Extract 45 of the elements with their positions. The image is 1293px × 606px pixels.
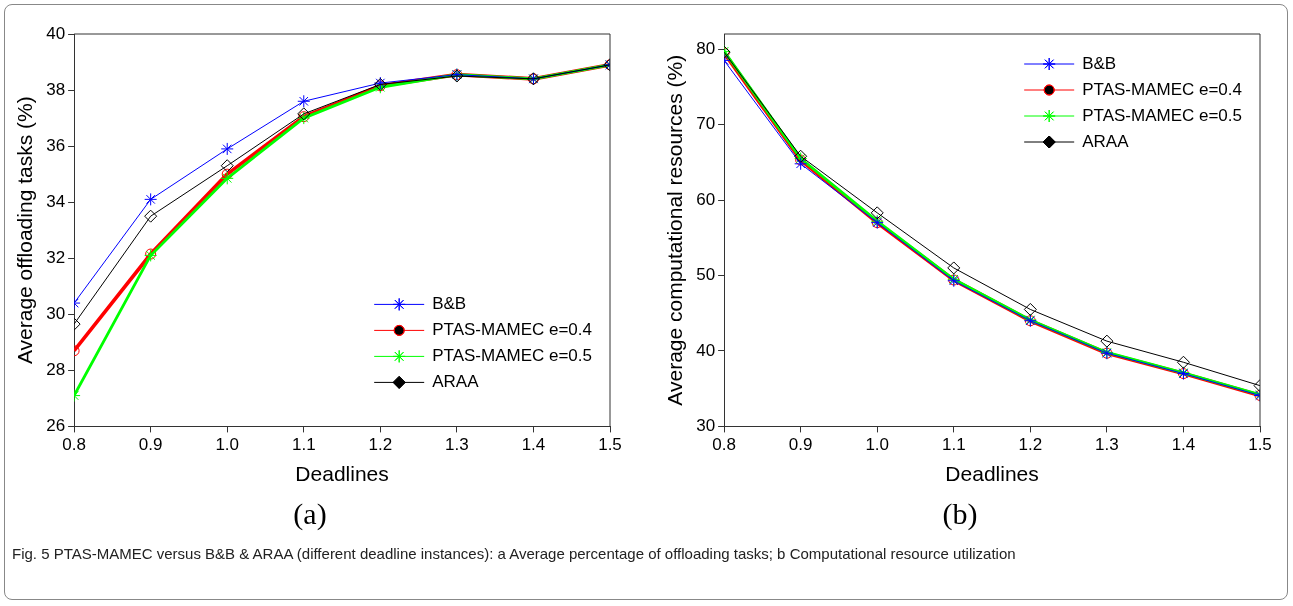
x-tick-label: 1.4 <box>1171 435 1196 455</box>
legend-label: B&B <box>1082 53 1117 73</box>
y-tick-label: 26 <box>46 416 66 436</box>
y-axis-title: Average offloading tasks (%) <box>13 96 37 365</box>
x-tick-label: 1.0 <box>215 435 240 455</box>
legend-label: B&B <box>432 294 467 314</box>
legend-label: PTAS-MAMEC e=0.5 <box>1082 105 1243 125</box>
legend-label: PTAS-MAMEC e=0.4 <box>432 320 593 340</box>
y-tick-label: 60 <box>696 189 716 209</box>
x-tick-label: 0.8 <box>62 435 86 455</box>
y-tick-label: 38 <box>46 79 66 99</box>
y-tick-label: 32 <box>46 247 66 267</box>
legend-label: ARAA <box>432 372 480 392</box>
x-tick-label: 1.0 <box>865 435 890 455</box>
y-tick-label: 40 <box>46 23 66 43</box>
y-tick-label: 28 <box>46 360 66 380</box>
y-tick-label: 70 <box>696 114 716 134</box>
x-tick-label: 0.9 <box>788 435 813 455</box>
x-tick-label: 1.5 <box>1248 435 1272 455</box>
text: (a) <box>293 496 327 531</box>
legend-label: PTAS-MAMEC e=0.4 <box>1082 79 1243 99</box>
y-tick-label: 50 <box>696 265 716 285</box>
y-tick-label: 30 <box>696 416 716 436</box>
x-tick-label: 1.4 <box>521 435 546 455</box>
x-tick-label: 1.5 <box>598 435 622 455</box>
y-tick-label: 36 <box>46 135 66 155</box>
y-axis-title: Average computational resources (%) <box>663 54 687 406</box>
y-tick-label: 80 <box>696 38 716 58</box>
x-axis-title: Deadlines <box>295 462 389 486</box>
x-tick-label: 1.3 <box>445 435 469 455</box>
x-tick-label: 1.1 <box>941 435 966 455</box>
legend-label: PTAS-MAMEC e=0.5 <box>432 346 593 366</box>
x-tick-label: 0.9 <box>138 435 163 455</box>
x-tick-label: 1.1 <box>291 435 316 455</box>
caption: Fig. 5 PTAS-MAMEC versus B&B & ARAA (different deadline instances): a Average percentage of offloading tasks; b Computational resource utilization <box>12 544 1017 564</box>
text: (b) <box>942 496 978 531</box>
legend-label: ARAA <box>1082 131 1130 151</box>
y-tick-label: 40 <box>696 340 716 360</box>
x-axis-title: Deadlines <box>945 462 1039 486</box>
x-tick-label: 1.2 <box>368 435 393 455</box>
x-tick-label: 1.3 <box>1095 435 1119 455</box>
y-tick-label: 34 <box>46 191 66 211</box>
x-tick-label: 0.8 <box>712 435 736 455</box>
y-tick-label: 30 <box>46 303 66 323</box>
x-tick-label: 1.2 <box>1018 435 1043 455</box>
